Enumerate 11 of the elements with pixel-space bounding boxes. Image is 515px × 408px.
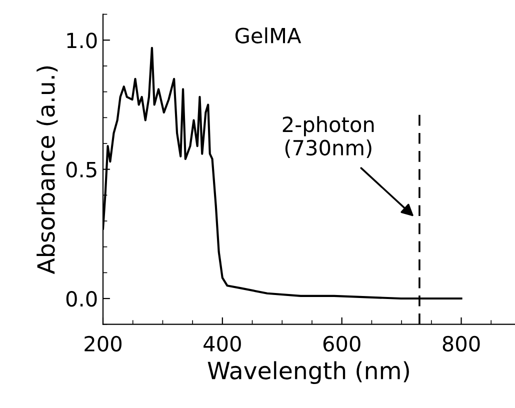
y-tick-label: 0.0 — [66, 290, 97, 307]
x-tick-label: 600 — [323, 336, 360, 352]
y-tick-label: 1.0 — [67, 32, 97, 48]
x-tick-label: 200 — [84, 336, 122, 352]
y-axis-title: Absorbance (a.u.) — [36, 66, 58, 274]
y-tick-label: 0.5 — [66, 162, 96, 178]
text: GelMA — [235, 27, 302, 44]
annotation: 2-photon (730nm) — [282, 116, 374, 158]
x-tick-label: 800 — [442, 336, 480, 352]
x-tick-label: 400 — [204, 336, 241, 352]
x-axis-title: Wavelength (nm) — [208, 361, 409, 384]
